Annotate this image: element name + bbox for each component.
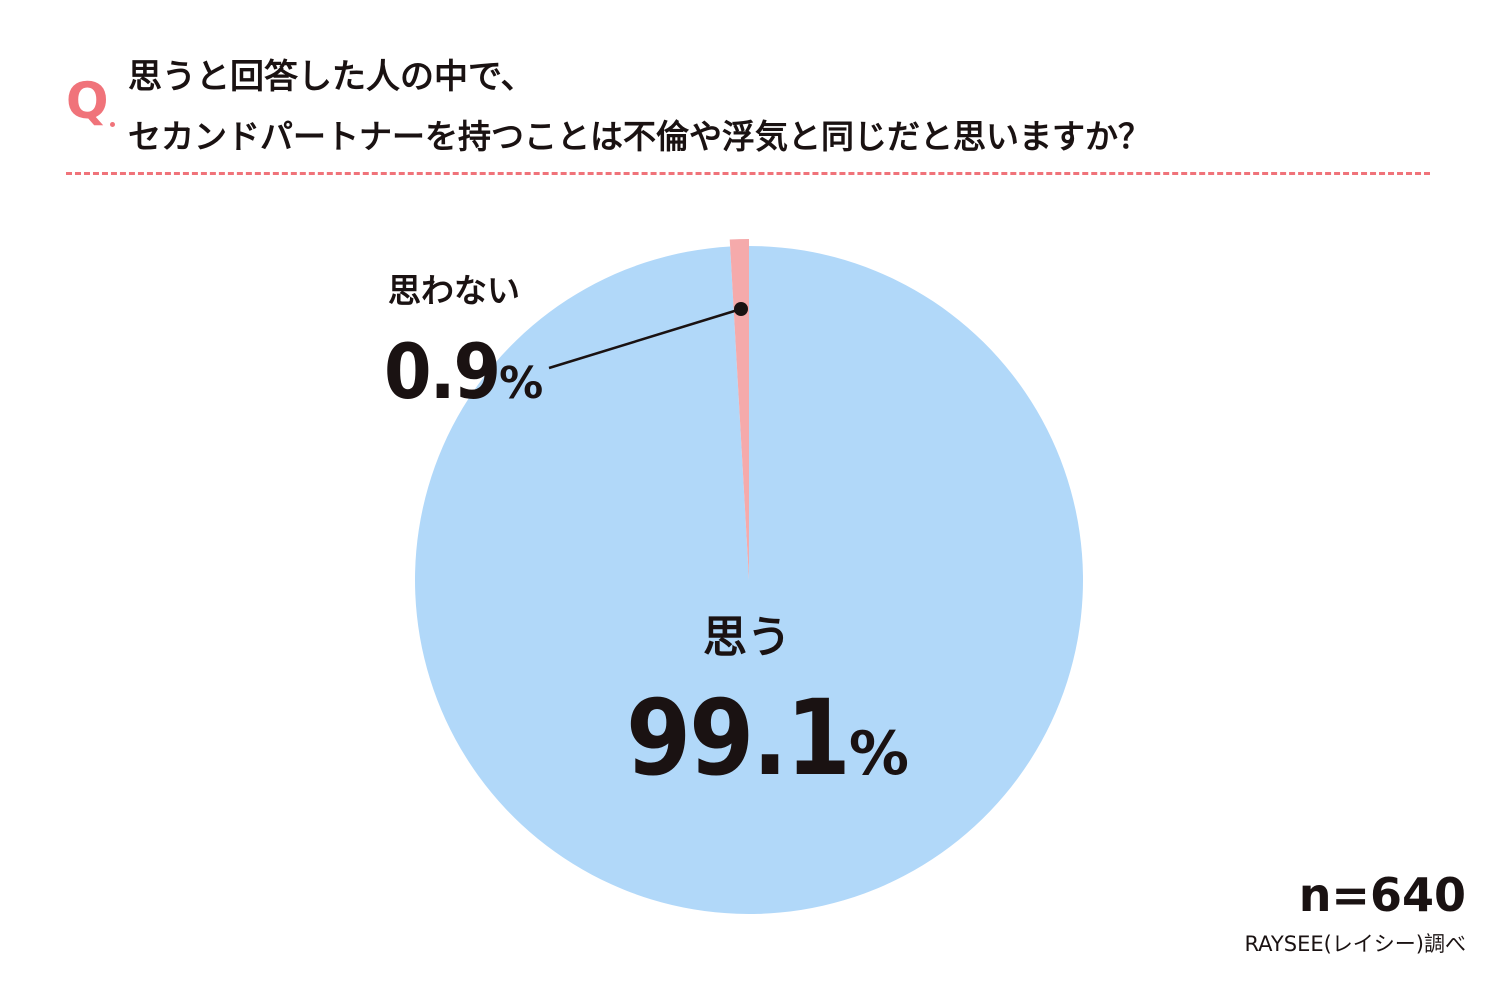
- slice-value-yes-unit: %: [848, 719, 909, 789]
- slice-label-yes: 思う: [703, 612, 791, 663]
- question-marker: Q: [66, 72, 109, 130]
- source-credit: RAYSEE(レイシー)調べ: [1244, 932, 1466, 956]
- question-marker-dot: [110, 122, 115, 127]
- slice-value-yes: 99.1%: [626, 686, 909, 790]
- pie-slice-yes: [415, 246, 1084, 914]
- question-line-2: セカンドパートナーを持つことは不倫や浮気と同じだと思いますか？: [128, 117, 1151, 156]
- question-header: Q 思うと回答した人の中で、 セカンドパートナーを持つことは不倫や浮気と同じだと…: [0, 0, 1500, 190]
- slice-value-no-unit: %: [499, 358, 544, 409]
- slice-value-yes-number: 99.1: [626, 677, 851, 799]
- sample-size: n=640: [1298, 868, 1466, 922]
- slice-label-no: 思わない: [388, 271, 520, 310]
- leader-dot: [734, 302, 748, 316]
- leader-line: [548, 307, 742, 370]
- pie-slice-no: [729, 239, 749, 580]
- dashed-divider: [66, 172, 1430, 175]
- question-line-1: 思うと回答した人の中で、: [128, 57, 535, 97]
- slice-value-no-number: 0.9: [384, 327, 501, 416]
- slice-value-no: 0.9%: [384, 334, 543, 410]
